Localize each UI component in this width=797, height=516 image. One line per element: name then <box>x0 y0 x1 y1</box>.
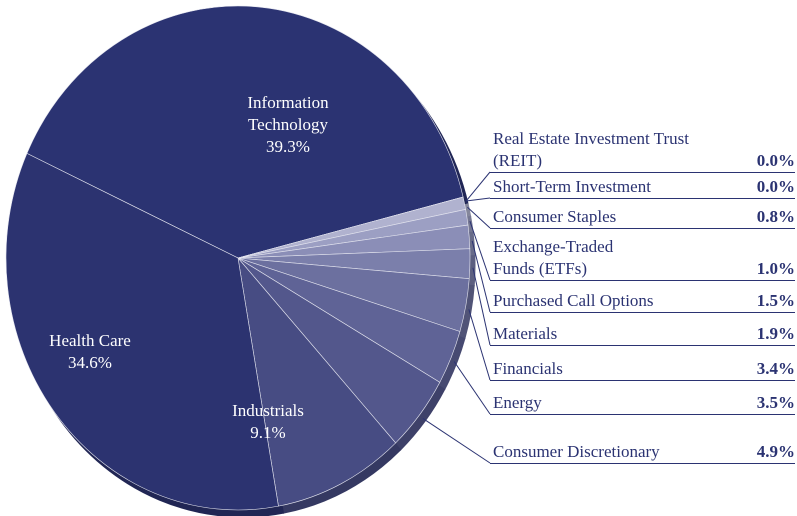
legend-value: 1.5% <box>756 291 795 310</box>
legend-label: Real Estate Investment Trust (REIT) <box>493 129 689 170</box>
slice-label: Information Technology 39.3% <box>213 92 363 158</box>
legend-label: Purchased Call Options <box>493 291 654 310</box>
leader-line <box>469 221 491 281</box>
slice-label: Industrials 9.1% <box>203 400 333 444</box>
legend-value: 0.0% <box>756 177 795 196</box>
legend-value: 0.0% <box>756 151 795 170</box>
slice-name: Industrials <box>232 401 304 420</box>
slice-value: 39.3% <box>266 137 310 156</box>
leader-line <box>468 309 491 381</box>
legend-entry: Materials 1.9% <box>490 323 795 346</box>
leader-line <box>422 418 491 464</box>
leader-line <box>472 267 491 346</box>
legend-label: Consumer Discretionary <box>493 442 660 461</box>
legend-value: 4.9% <box>756 442 795 461</box>
slice-value: 9.1% <box>250 423 286 442</box>
leader-line <box>453 361 491 415</box>
leader-line <box>466 197 491 202</box>
legend-value: 1.0% <box>756 259 795 278</box>
legend-value: 0.8% <box>756 207 795 226</box>
legend-entry: Short-Term Investment 0.0% <box>490 176 795 199</box>
leader-line <box>465 171 491 202</box>
legend-label: Financials <box>493 359 563 378</box>
leader-line <box>471 240 491 313</box>
legend-label: Exchange-Traded Funds (ETFs) <box>493 237 614 278</box>
slice-value: 34.6% <box>68 353 112 372</box>
legend-entry: Energy 3.5% <box>490 392 795 415</box>
slice-label: Health Care 34.6% <box>25 330 155 374</box>
legend-label: Materials <box>493 324 558 343</box>
legend-value: 1.9% <box>756 324 795 343</box>
slice <box>26 5 464 259</box>
legend-entry: Consumer Staples 0.8% <box>490 206 795 229</box>
legend-label: Short-Term Investment <box>493 177 651 196</box>
slice-name: Information Technology <box>247 93 329 134</box>
legend-label: Consumer Staples <box>493 207 617 226</box>
legend-entry: Real Estate Investment Trust (REIT) 0.0% <box>490 128 795 173</box>
slice <box>5 153 279 511</box>
legend-entry: Financials 3.4% <box>490 358 795 381</box>
legend-entry: Purchased Call Options 1.5% <box>490 290 795 313</box>
legend-value: 3.5% <box>756 393 795 412</box>
legend-entry: Exchange-Traded Funds (ETFs) 1.0% <box>490 236 795 281</box>
leader-line <box>467 206 491 229</box>
legend-label: Energy <box>493 393 542 412</box>
legend-entry: Consumer Discretionary 4.9% <box>490 441 795 464</box>
slice-name: Health Care <box>49 331 131 350</box>
slice <box>237 256 397 507</box>
legend-value: 3.4% <box>756 359 795 378</box>
